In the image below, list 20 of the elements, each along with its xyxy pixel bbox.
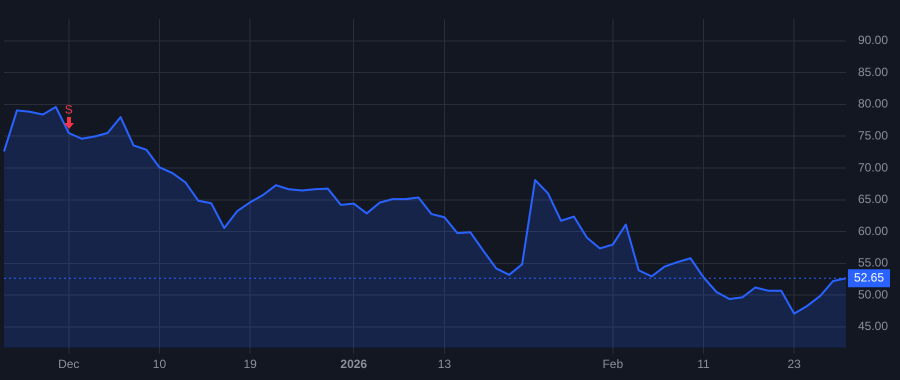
y-tick-label: 80.00: [858, 96, 888, 111]
y-tick-label: 45.00: [858, 319, 888, 334]
ref-line-label: 52.65: [854, 270, 884, 285]
y-tick-label: 75.00: [858, 128, 888, 143]
x-tick-label: 10: [152, 357, 166, 372]
y-tick-label: 50.00: [858, 287, 888, 302]
x-tick-label: 2026: [340, 357, 368, 372]
y-tick-label: 90.00: [858, 33, 888, 48]
x-tick-label: Feb: [602, 357, 624, 372]
x-tick-label: 19: [243, 357, 258, 372]
x-tick-label: 13: [438, 357, 452, 372]
y-tick-label: 65.00: [858, 192, 888, 206]
y-tick-label: 85.00: [858, 64, 888, 79]
x-tick-label: 23: [787, 357, 802, 372]
y-tick-label: 55.00: [858, 256, 888, 270]
x-tick-label: 11: [697, 357, 710, 372]
y-tick-label: 60.00: [858, 224, 888, 238]
annotation: S: [64, 102, 73, 116]
x-tick-label: Dec: [58, 357, 80, 372]
y-tick-label: 70.00: [858, 160, 888, 174]
